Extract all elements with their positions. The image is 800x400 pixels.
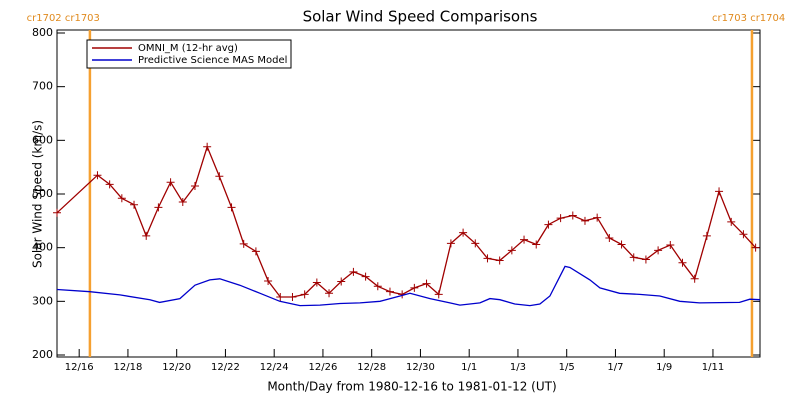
y-tick-label: 700 [32, 80, 53, 93]
point-marker [727, 217, 736, 226]
x-tick-label: 12/30 [406, 362, 435, 373]
point-marker [410, 283, 419, 292]
y-tick-label: 800 [32, 26, 53, 39]
point-marker [422, 279, 431, 288]
x-tick-label: 12/22 [211, 362, 240, 373]
point-marker [53, 208, 61, 217]
point-marker [312, 278, 321, 287]
x-tick-label: 12/28 [357, 362, 386, 373]
point-marker [568, 211, 577, 220]
point-marker [544, 220, 553, 229]
x-tick-label: 1/9 [656, 362, 672, 373]
y-tick-label: 300 [32, 294, 53, 307]
point-marker [580, 216, 589, 225]
point-marker [446, 239, 455, 248]
point-marker [130, 200, 139, 209]
point-marker [605, 234, 614, 243]
point-marker [641, 255, 650, 264]
point-marker [142, 231, 151, 240]
x-tick-label: 1/3 [510, 362, 526, 373]
point-marker [495, 256, 504, 265]
point-marker [715, 187, 724, 196]
point-marker [702, 231, 711, 240]
point-marker [251, 247, 260, 256]
point-marker [739, 230, 748, 239]
x-axis-label: Month/Day from 1980-12-16 to 1981-01-12 … [267, 380, 556, 394]
x-tick-label: 1/1 [461, 362, 477, 373]
point-marker [678, 258, 687, 267]
point-marker [520, 235, 529, 244]
x-tick-label: 1/5 [559, 362, 575, 373]
point-marker [154, 203, 163, 212]
x-tick-label: 12/26 [309, 362, 338, 373]
x-tick-label: 1/11 [702, 362, 724, 373]
rotation-label: cr1702 cr1703 [27, 13, 100, 24]
point-marker [459, 228, 468, 237]
point-marker [666, 240, 675, 249]
x-tick-label: 12/20 [162, 362, 191, 373]
rotation-label: cr1703 cr1704 [712, 13, 785, 24]
series-line [56, 265, 761, 307]
y-axis-label: Solar Wind Speed (km/s) [31, 120, 45, 268]
point-marker [337, 277, 346, 286]
x-tick-label: 12/18 [114, 362, 143, 373]
point-marker [593, 213, 602, 222]
point-marker [361, 272, 370, 281]
y-tick-label: 400 [32, 241, 53, 254]
x-tick-label: 12/24 [260, 362, 289, 373]
point-marker [227, 203, 236, 212]
legend-label: Predictive Science MAS Model [138, 55, 287, 66]
y-tick-label: 500 [32, 187, 53, 200]
point-marker [239, 239, 248, 248]
point-marker [203, 142, 212, 151]
point-marker [507, 246, 516, 255]
point-marker [178, 198, 187, 207]
point-marker [300, 290, 309, 299]
point-marker [483, 254, 492, 263]
point-marker [166, 178, 175, 187]
point-marker [105, 180, 114, 189]
point-marker [93, 171, 102, 180]
y-tick-label: 600 [32, 133, 53, 146]
legend-box [86, 39, 292, 69]
point-marker [434, 290, 443, 299]
point-marker [654, 246, 663, 255]
point-marker [117, 194, 126, 203]
point-marker [751, 243, 760, 252]
point-marker [215, 172, 224, 181]
point-marker [190, 181, 199, 190]
point-marker [276, 293, 285, 302]
point-marker [471, 239, 480, 248]
legend-label: OMNI_M (12-hr avg) [138, 43, 238, 54]
point-marker [264, 276, 273, 285]
point-marker [385, 287, 394, 296]
x-tick-label: 1/7 [607, 362, 623, 373]
point-marker [373, 282, 382, 291]
point-marker [556, 214, 565, 223]
point-marker [288, 293, 297, 302]
x-tick-label: 12/16 [65, 362, 94, 373]
point-marker [629, 253, 638, 262]
point-marker [325, 289, 334, 298]
point-marker [349, 267, 358, 276]
point-marker [532, 240, 541, 249]
point-marker [617, 240, 626, 249]
point-marker [690, 274, 699, 283]
chart-title: Solar Wind Speed Comparisons [303, 8, 538, 26]
y-tick-label: 200 [32, 348, 53, 361]
